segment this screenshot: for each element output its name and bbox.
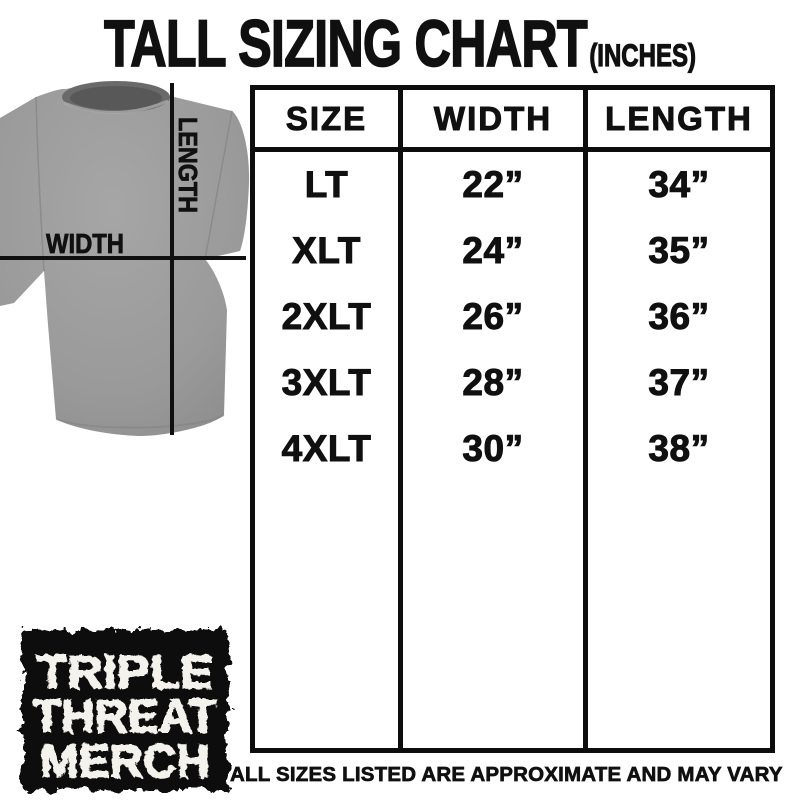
width-label: WIDTH — [46, 228, 124, 259]
size-cell: XLT — [292, 230, 361, 272]
length-column-header: LENGTH — [588, 90, 770, 152]
hem-seam — [55, 414, 225, 429]
disclaimer-text: ALL SIZES LISTED ARE APPROXIMATE AND MAY… — [230, 763, 783, 787]
width-column: WIDTH 22” 24” 26” 28” 30” — [398, 90, 583, 748]
width-cell: 24” — [462, 230, 524, 272]
width-cell: 30” — [462, 428, 524, 470]
width-column-header: WIDTH — [403, 90, 583, 152]
size-cell: 3XLT — [281, 362, 372, 404]
length-cell: 37” — [648, 362, 710, 404]
logo-line-1: TRIPLE — [37, 646, 213, 698]
length-column: LENGTH 34” 35” 36” 37” 38” — [583, 90, 770, 748]
page-title: TALL SIZING CHART(INCHES) — [80, 7, 720, 82]
size-column: SIZE LT XLT 2XLT 3XLT 4XLT — [255, 90, 398, 748]
tshirt-body — [0, 84, 250, 436]
length-cell: 36” — [648, 296, 710, 338]
width-cell: 28” — [462, 362, 524, 404]
page-title-units: (INCHES) — [589, 39, 697, 74]
logo-background-inner — [26, 636, 224, 784]
length-cell: 38” — [648, 428, 710, 470]
length-cell: 35” — [648, 230, 710, 272]
width-cell: 26” — [462, 296, 524, 338]
collar-band — [63, 99, 169, 115]
size-cell: 4XLT — [281, 428, 372, 470]
right-sleeve-seam — [204, 110, 233, 260]
length-cell: 34” — [648, 164, 710, 206]
length-label: LENGTH — [173, 117, 203, 213]
size-cell: 2XLT — [281, 296, 372, 338]
collar-opening — [70, 86, 162, 110]
logo-line-2: THREAT — [33, 690, 217, 742]
size-cell: LT — [304, 164, 349, 206]
sizing-table: SIZE LT XLT 2XLT 3XLT 4XLT WIDTH 22” 24”… — [250, 85, 775, 753]
tshirt-measurement-diagram: WIDTH LENGTH — [0, 81, 250, 436]
left-sleeve-seam — [35, 96, 45, 272]
page-title-text: TALL SIZING CHART — [103, 7, 588, 81]
brand-logo: TRIPLE THREAT MERCH — [22, 630, 228, 790]
logo-line-3: MERCH — [40, 735, 210, 787]
size-column-header: SIZE — [255, 90, 398, 152]
width-cell: 22” — [462, 164, 524, 206]
